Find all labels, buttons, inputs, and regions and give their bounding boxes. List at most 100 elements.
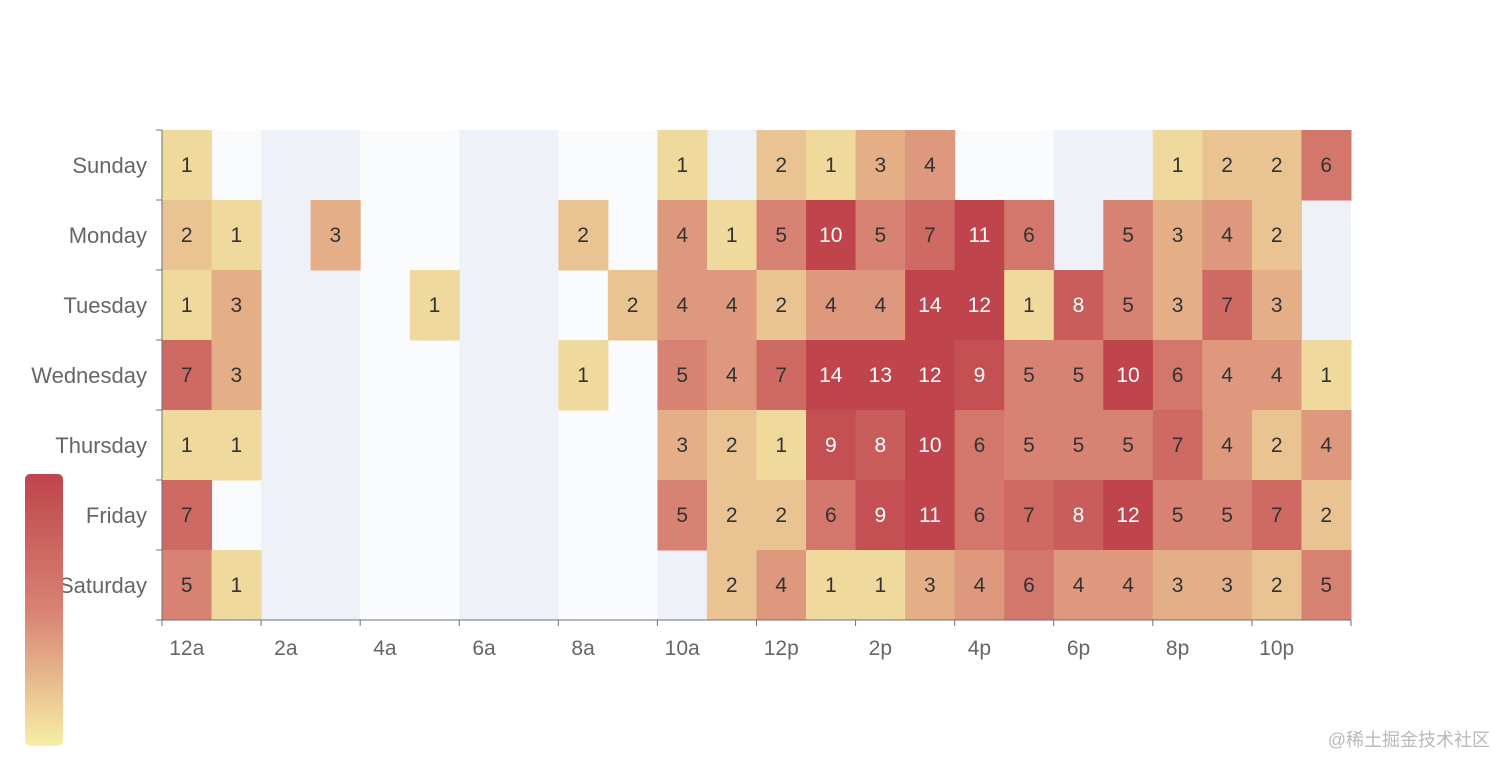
cell-label: 1	[875, 574, 887, 597]
heatmap-cell	[706, 550, 757, 621]
heatmap-cell	[1103, 480, 1154, 551]
heatmap-cell	[1103, 340, 1154, 411]
heatmap-cell	[162, 480, 213, 551]
heatmap-cell	[1152, 480, 1203, 551]
cell-label: 2	[726, 434, 738, 457]
heatmap-cell	[905, 480, 956, 551]
heatmap-cell	[756, 550, 807, 621]
heatmap-cell	[558, 200, 609, 271]
cell-label: 2	[775, 154, 787, 177]
cell-label: 5	[676, 364, 688, 387]
cell-label: 1	[1172, 154, 1184, 177]
cell-label: 4	[924, 154, 936, 177]
cell-label: 4	[726, 364, 738, 387]
cell-label: 3	[1172, 574, 1184, 597]
heatmap-cell	[1251, 340, 1302, 411]
cell-label: 3	[676, 434, 688, 457]
cell-label: 6	[1320, 154, 1332, 177]
heatmap-cell	[1251, 200, 1302, 271]
cell-label: 3	[230, 294, 242, 317]
cell-label: 2	[577, 224, 589, 247]
heatmap-cell	[1301, 550, 1352, 621]
cell-label: 2	[181, 224, 193, 247]
cell-label: 4	[676, 224, 688, 247]
heatmap-cell	[855, 200, 906, 271]
heatmap-cell	[162, 270, 213, 341]
heatmap-cell	[607, 270, 658, 341]
cell-label: 4	[974, 574, 986, 597]
heatmap-cell	[409, 270, 460, 341]
heatmap-cell	[1301, 410, 1352, 481]
heatmap-cell	[162, 340, 213, 411]
cell-label: 7	[924, 224, 936, 247]
cell-label: 4	[726, 294, 738, 317]
cell-label: 9	[875, 504, 887, 527]
heatmap-cell	[1103, 270, 1154, 341]
heatmap-cell	[657, 200, 708, 271]
heatmap-cell	[954, 340, 1005, 411]
x-tick-label: 6p	[1067, 637, 1090, 660]
heatmap-cell	[162, 410, 213, 481]
cell-label: 1	[230, 224, 242, 247]
heatmap-cell	[1202, 410, 1253, 481]
heatmap-cell	[1004, 410, 1055, 481]
cell-label: 7	[181, 504, 193, 527]
cell-label: 12	[1116, 504, 1139, 527]
heatmap-cell	[558, 340, 609, 411]
cell-label: 5	[1221, 504, 1233, 527]
heatmap-cell	[855, 270, 906, 341]
x-tick-label: 2p	[869, 637, 892, 660]
heatmap-cell	[1251, 480, 1302, 551]
cell-label: 6	[974, 504, 986, 527]
y-tick-label: Sunday	[72, 153, 147, 178]
cell-label: 2	[1320, 504, 1332, 527]
y-tick-label: Wednesday	[31, 363, 147, 388]
heatmap-cell	[1251, 550, 1302, 621]
cell-label: 8	[875, 434, 887, 457]
heatmap-cell	[310, 200, 361, 271]
cell-label: 5	[1172, 504, 1184, 527]
cell-label: 5	[181, 574, 193, 597]
heatmap-cell	[806, 550, 857, 621]
heatmap-cell	[806, 340, 857, 411]
heatmap-cell	[806, 410, 857, 481]
cell-label: 8	[1073, 294, 1085, 317]
heatmap-cell	[706, 200, 757, 271]
heatmap-cell	[1202, 480, 1253, 551]
cell-label: 5	[1122, 224, 1134, 247]
cell-label: 1	[181, 294, 193, 317]
x-tick-label: 12a	[169, 637, 204, 660]
x-tick-label: 6a	[472, 637, 496, 660]
cell-label: 1	[429, 294, 441, 317]
heatmap-cell	[657, 340, 708, 411]
cell-label: 7	[775, 364, 787, 387]
x-tick-label: 4p	[968, 637, 991, 660]
heatmap-cell	[1053, 550, 1104, 621]
cell-label: 7	[1172, 434, 1184, 457]
heatmap-cell	[1053, 410, 1104, 481]
heatmap-cell	[756, 130, 807, 201]
heatmap-cell	[211, 410, 262, 481]
cell-label: 9	[974, 364, 986, 387]
heatmap-cell	[1103, 550, 1154, 621]
cell-label: 1	[726, 224, 738, 247]
heatmap-cell	[706, 410, 757, 481]
heatmap-cell	[905, 410, 956, 481]
visual-map-legend[interactable]	[25, 474, 63, 746]
heatmap-cell	[1301, 340, 1352, 411]
cell-label: 2	[1271, 154, 1283, 177]
y-tick-label: Monday	[69, 223, 147, 248]
split-area	[459, 130, 559, 620]
heatmap-cell	[211, 200, 262, 271]
cell-label: 5	[1122, 294, 1134, 317]
heatmap-cell	[1251, 410, 1302, 481]
heatmap-cell	[806, 480, 857, 551]
cell-label: 5	[1073, 434, 1085, 457]
heatmap-cell	[657, 270, 708, 341]
heatmap-cell	[954, 550, 1005, 621]
cell-label: 5	[1073, 364, 1085, 387]
cell-label: 4	[676, 294, 688, 317]
cell-label: 2	[1221, 154, 1233, 177]
watermark: @稀土掘金技术社区	[1327, 730, 1490, 750]
cell-label: 3	[230, 364, 242, 387]
